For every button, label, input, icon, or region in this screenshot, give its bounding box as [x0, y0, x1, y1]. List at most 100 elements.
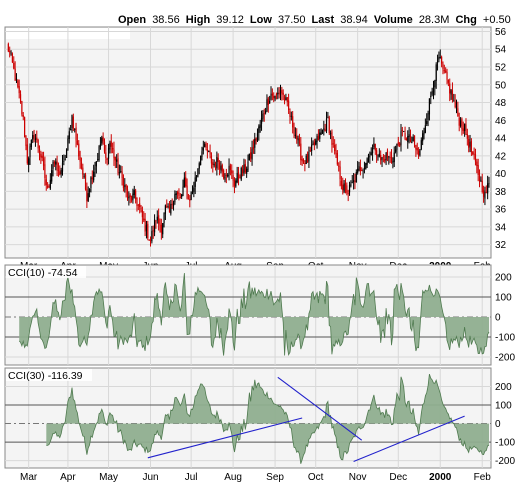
- candle-body: [155, 220, 157, 222]
- svg-text:Open 38.56 High: Open 38.56 High 39.12 Low 37.50 Last 38.…: [118, 14, 511, 26]
- candle-body: [121, 171, 123, 178]
- candle-body: [278, 92, 280, 94]
- candle-body: [369, 156, 371, 158]
- candle-body: [61, 162, 64, 172]
- y-tick-label: -200: [495, 456, 515, 467]
- candle-body: [189, 199, 191, 201]
- candle-body: [212, 162, 214, 165]
- trendline: [277, 376, 363, 441]
- x-tick-label: May: [99, 472, 118, 483]
- candle-body: [285, 97, 287, 101]
- candle-body: [417, 150, 420, 156]
- candle-body: [426, 121, 428, 125]
- candle-body: [147, 223, 149, 239]
- candle-body: [200, 155, 202, 165]
- candle-body: [354, 180, 356, 183]
- candle-body: [265, 111, 267, 113]
- candle-body: [480, 179, 482, 181]
- y-tick-label: 40: [495, 169, 507, 180]
- candle-body: [259, 124, 261, 128]
- x-tick-label: Dec: [389, 472, 407, 483]
- candle-body: [250, 152, 252, 159]
- candle-body: [110, 141, 112, 147]
- candle-body: [47, 185, 49, 188]
- cci10-title: CCI(10): [8, 267, 45, 279]
- candle-body: [86, 188, 88, 202]
- candle-body: [355, 172, 357, 183]
- candle-body: [239, 177, 241, 179]
- candle-body: [144, 218, 146, 232]
- candle-body: [397, 142, 399, 145]
- candle-body: [262, 113, 264, 119]
- candle-body: [76, 140, 79, 145]
- candle-body: [128, 196, 130, 199]
- candle-body: [324, 129, 326, 131]
- trendline: [353, 415, 465, 463]
- candle-body: [461, 118, 463, 130]
- candle-body: [415, 144, 417, 150]
- candle-body: [97, 159, 99, 160]
- candle-body: [419, 149, 421, 156]
- candle-body: [166, 206, 168, 208]
- candle-body: [470, 141, 472, 153]
- candle-body: [396, 143, 398, 150]
- candle-body: [229, 165, 231, 171]
- candle-body: [481, 180, 483, 193]
- candle-body: [274, 95, 276, 100]
- candle-body: [233, 180, 236, 186]
- candle-body: [202, 147, 204, 151]
- y-tick-label: 0: [495, 419, 501, 430]
- y-tick-label: 48: [495, 98, 507, 109]
- y-tick-label: -200: [495, 353, 515, 364]
- candle-body: [24, 117, 26, 138]
- candle-body: [84, 174, 87, 190]
- candle-body: [107, 147, 110, 159]
- high-value: 39.12: [216, 14, 244, 26]
- candle-body: [294, 134, 296, 136]
- cci30-legend: CCI(30) -116.39: [8, 370, 83, 382]
- candle-body: [279, 89, 282, 95]
- volume-value: 28.3M: [419, 14, 450, 26]
- candle-body: [195, 175, 198, 178]
- candle-body: [393, 152, 395, 163]
- candle-body: [179, 197, 181, 199]
- candle-body: [64, 159, 66, 161]
- candle-body: [436, 60, 439, 63]
- candle-body: [55, 161, 57, 165]
- x-tick-label: Jun: [142, 472, 158, 483]
- candle-body: [198, 163, 200, 169]
- cci30-panel: -200 -100 0 100 200 Mar Apr May Jun Jul Aug Sep Oct…: [4, 367, 515, 483]
- cci30-legend-box: [6, 369, 92, 381]
- candle-body: [145, 225, 148, 231]
- last-label: Last: [312, 14, 335, 26]
- y-tick-label: 46: [495, 116, 507, 127]
- candle-body: [271, 93, 273, 96]
- candle-body: [57, 169, 60, 171]
- candle-body: [116, 159, 118, 162]
- candle-body: [423, 131, 425, 135]
- candle-body: [327, 117, 329, 119]
- candle-body: [126, 189, 129, 197]
- candle-body: [332, 143, 334, 145]
- candle-body: [384, 159, 386, 162]
- candle-body: [430, 95, 432, 97]
- candle-body: [296, 135, 298, 140]
- y-tick-label: 32: [495, 240, 507, 251]
- candle-body: [217, 157, 219, 163]
- candle-body: [33, 135, 35, 139]
- candle-body: [178, 192, 180, 196]
- x-tick-label: 2000: [429, 472, 452, 483]
- candle-body: [281, 90, 283, 94]
- candle-body: [252, 147, 255, 150]
- candle-body: [446, 72, 448, 80]
- ohlc-header: Open 38.56 High 39.12 Low 37.50 Last 38.…: [118, 14, 511, 26]
- candle-body: [37, 139, 39, 149]
- candle-body: [283, 96, 286, 102]
- y-tick-label: -100: [495, 438, 515, 449]
- candle-body: [187, 198, 190, 200]
- candle-body: [462, 128, 464, 131]
- volume-label: Volume: [374, 14, 413, 26]
- candle-body: [413, 135, 416, 144]
- candle-body: [373, 143, 375, 148]
